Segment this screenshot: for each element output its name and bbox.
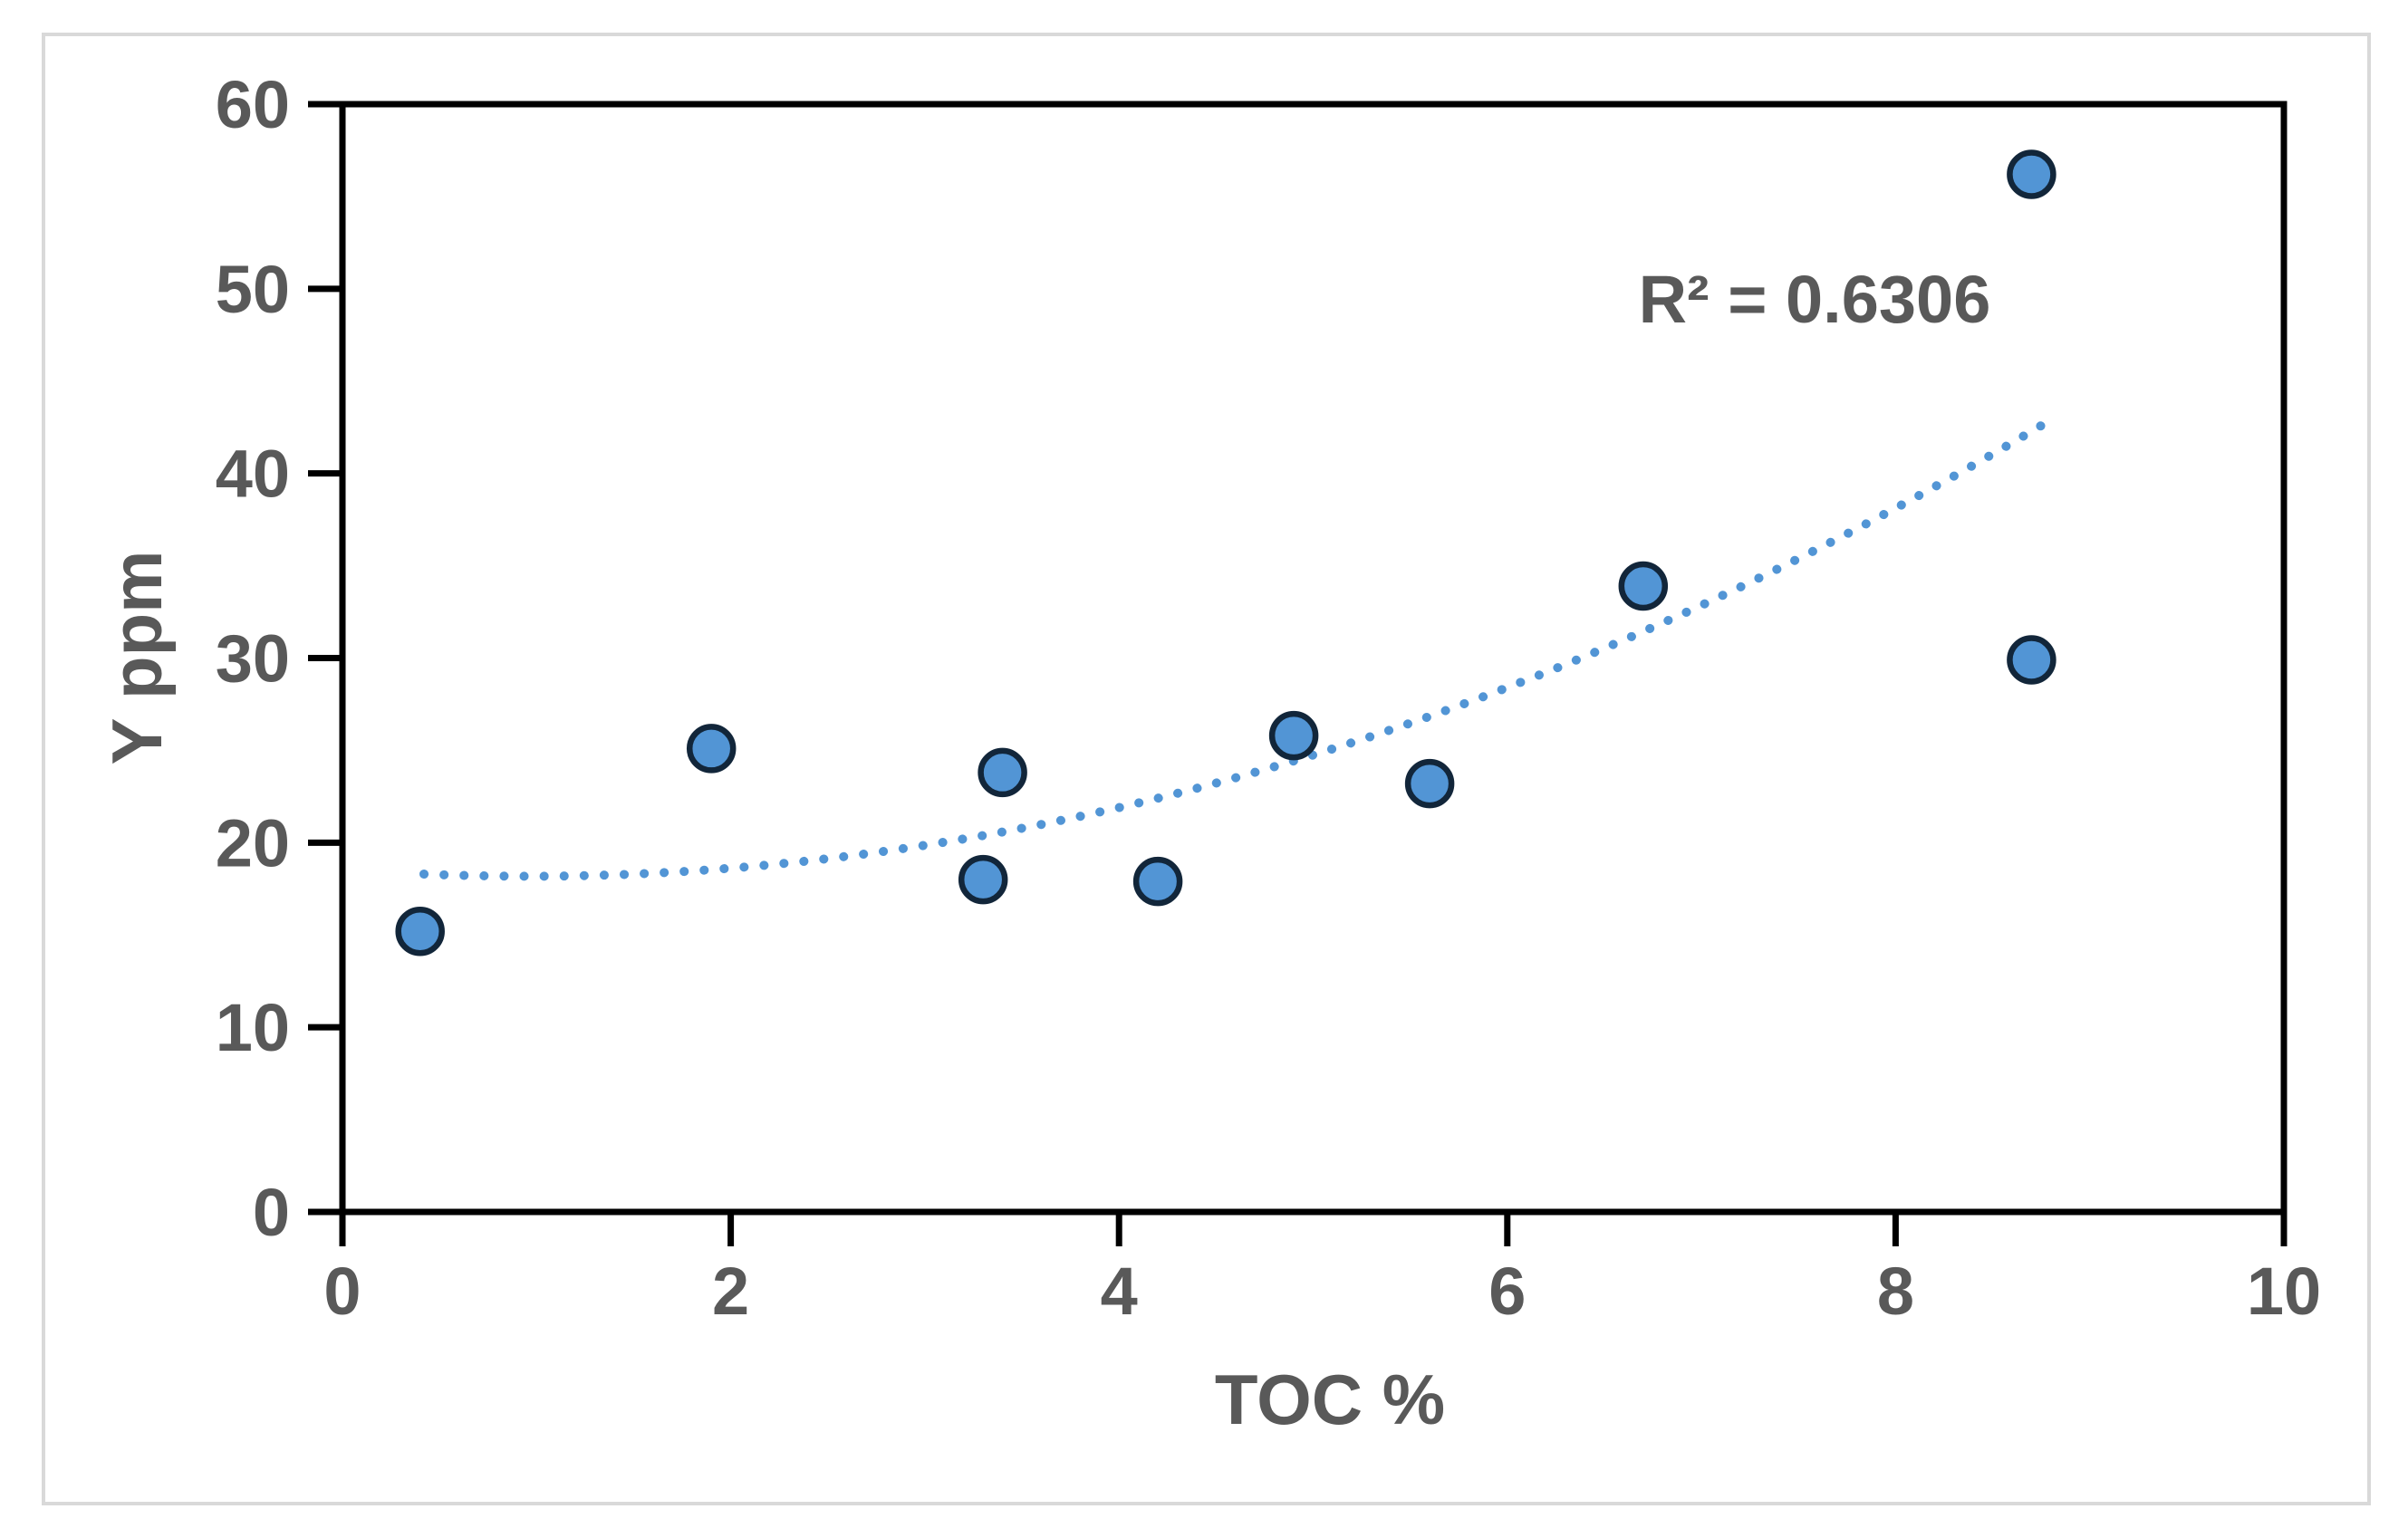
x-tick-label: 4 — [1101, 1254, 1138, 1329]
y-tick-label: 30 — [216, 621, 290, 697]
x-tick-label: 2 — [712, 1254, 749, 1329]
data-point-marker[interactable] — [1132, 856, 1183, 907]
data-point-marker[interactable] — [1268, 710, 1319, 761]
data-point-marker[interactable] — [2007, 149, 2056, 199]
y-tick-label: 20 — [216, 805, 290, 880]
y-axis-title: Y ppm — [97, 551, 177, 765]
y-tick-label: 60 — [216, 67, 290, 142]
y-tick-label: 50 — [216, 252, 290, 327]
data-point-marker[interactable] — [1618, 561, 1669, 611]
data-point-marker[interactable] — [395, 906, 445, 956]
x-tick-label: 6 — [1488, 1254, 1526, 1329]
chart-card — [42, 33, 2371, 1505]
y-tick-label: 10 — [216, 990, 290, 1065]
y-tick-label: 40 — [216, 437, 290, 512]
x-axis-title: TOC % — [1215, 1360, 1445, 1439]
y-tick-label: 0 — [253, 1175, 290, 1250]
r-squared-annotation: R² = 0.6306 — [1639, 262, 1991, 337]
x-axis-tick-labels: 0 2 4 6 8 10 — [323, 1254, 2321, 1329]
data-point-marker[interactable] — [2007, 635, 2056, 685]
x-tick-label: 0 — [323, 1254, 361, 1329]
trendline-dotted[interactable] — [419, 412, 2060, 881]
data-points — [395, 149, 2056, 956]
data-point-marker[interactable] — [1404, 758, 1455, 809]
data-point-marker[interactable] — [958, 854, 1008, 905]
x-tick-label: 8 — [1877, 1254, 1914, 1329]
axis-ticks — [308, 101, 2288, 1246]
data-point-marker[interactable] — [686, 724, 737, 774]
data-point-marker[interactable] — [978, 747, 1027, 798]
x-tick-label: 10 — [2247, 1254, 2321, 1329]
y-axis-tick-labels: 0 10 20 30 40 50 60 — [216, 67, 290, 1250]
